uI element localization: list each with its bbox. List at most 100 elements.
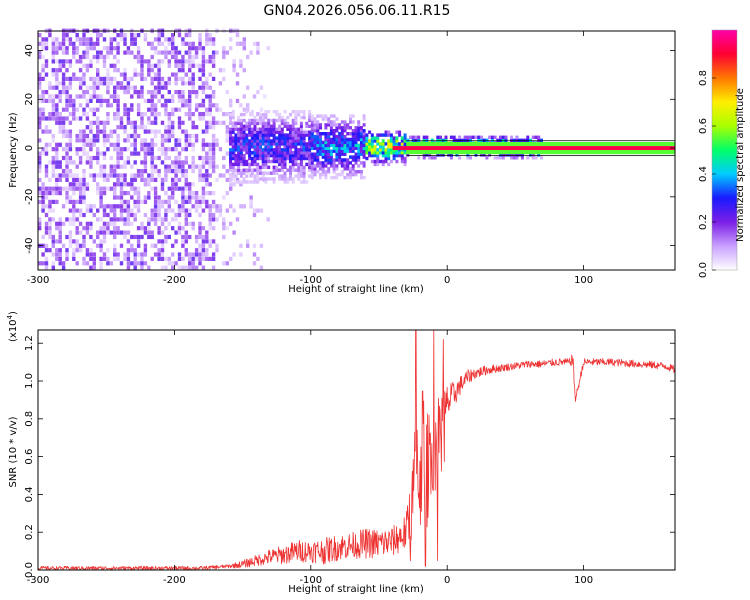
- spectrogram-cell: [58, 226, 62, 231]
- spectrogram-cell: [75, 226, 79, 231]
- spectrogram-cell: [245, 180, 249, 184]
- spectrogram-cell: [256, 130, 260, 134]
- spectrogram-cell: [242, 204, 246, 209]
- spectrogram-cell: [373, 153, 377, 158]
- spectrogram-cell: [51, 164, 55, 169]
- spectrogram-cell: [272, 151, 276, 155]
- spectrogram-cell: [469, 138, 472, 142]
- spectrogram-cell: [198, 248, 202, 253]
- spectrogram-cell: [181, 37, 185, 42]
- spectrogram-cell: [191, 85, 195, 90]
- spectrogram-cell: [167, 116, 171, 121]
- spectrogram-cell: [310, 164, 314, 168]
- spectrogram-cell: [89, 173, 93, 178]
- spectrogram-cell: [164, 208, 168, 213]
- spectrogram-cell: [259, 265, 264, 270]
- spectrogram-cell: [310, 172, 314, 177]
- spectrogram-cell: [58, 252, 62, 257]
- spectrogram-cell: [280, 151, 284, 155]
- spectrogram-cell: [41, 54, 45, 60]
- spectrogram-cell: [201, 173, 206, 178]
- colorbar-gradient: [712, 30, 737, 270]
- spectrogram-cell: [291, 168, 295, 172]
- spectrogram-cell: [229, 148, 232, 152]
- spectrogram-cell: [289, 177, 292, 181]
- spectrogram-cell: [51, 116, 55, 121]
- spectrogram-cell: [167, 81, 171, 86]
- spectrogram-cell: [126, 160, 131, 165]
- spectrogram-cell: [119, 199, 124, 204]
- spectrogram-cell: [313, 129, 317, 133]
- spectrogram-cell: [253, 145, 257, 149]
- spectrogram-cell: [512, 156, 516, 160]
- spectrogram-cell: [164, 129, 168, 134]
- spectrogram-cell: [208, 120, 212, 125]
- spectrogram-cell: [302, 142, 306, 146]
- spectrogram-cell: [140, 72, 144, 77]
- spectrogram-cell: [346, 140, 350, 145]
- spectrogram-cell: [349, 117, 352, 121]
- spectrogram-cell: [246, 107, 250, 112]
- spectrogram-cell: [123, 125, 127, 130]
- spectrogram-cell: [78, 248, 83, 253]
- spectrogram-cell: [324, 137, 328, 142]
- spectrogram-cell: [140, 199, 144, 204]
- spectrogram-cell: [133, 256, 137, 261]
- spectrogram-cell: [229, 112, 232, 117]
- spectrogram-cell: [297, 139, 301, 143]
- spectrogram-cell: [316, 123, 320, 127]
- spectrogram-cell: [177, 68, 182, 73]
- spectrogram-cell: [501, 135, 505, 139]
- spectrogram-cell: [493, 135, 497, 139]
- spectrogram-cell: [136, 94, 141, 99]
- spectrogram-cell: [96, 230, 100, 235]
- spectrogram-cell: [130, 177, 134, 182]
- spectrogram-cell: [126, 252, 131, 257]
- spectrogram-cell: [133, 129, 137, 134]
- spectrogram-cell: [231, 139, 235, 143]
- spectrogram-cell: [194, 208, 199, 213]
- spectrogram-cell: [229, 103, 233, 108]
- spectrogram-cell: [38, 107, 42, 112]
- spectrogram-cell: [198, 195, 202, 200]
- spectrogram-cell: [376, 148, 380, 152]
- spectrogram-cell: [65, 160, 69, 165]
- spectrogram-cell: [211, 94, 216, 99]
- spectrogram-cell: [136, 186, 141, 191]
- spectrogram-cell: [48, 191, 52, 196]
- spectrogram-cell: [346, 126, 350, 130]
- spectrogram-cell: [143, 182, 148, 187]
- spectrogram-cell: [133, 142, 137, 147]
- spectrogram-cell: [329, 126, 333, 130]
- spectrogram-cell: [239, 151, 243, 155]
- spectrogram-cell: [130, 33, 134, 38]
- spectrogram-cell: [234, 162, 238, 167]
- spectrogram-cell: [78, 37, 83, 42]
- spectrogram-cell: [92, 261, 96, 266]
- spectrogram-cell: [248, 139, 252, 143]
- spectrogram-cell: [106, 212, 110, 218]
- spectrogram-cell: [278, 148, 282, 152]
- spectrogram-cell: [92, 265, 96, 270]
- spectrogram-cell: [147, 116, 151, 121]
- spectrogram-cell: [280, 162, 284, 167]
- spectrogram-cell: [41, 151, 45, 156]
- spectrogram-cell: [264, 139, 268, 143]
- spectrogram-cell: [41, 94, 45, 99]
- spectrogram-cell: [335, 126, 339, 130]
- spectrogram-cell: [184, 230, 188, 235]
- spectrogram-cell: [164, 155, 168, 161]
- spectrogram-cell: [308, 115, 312, 120]
- spectrogram-cell: [201, 50, 206, 55]
- spectrogram-cell: [225, 177, 229, 182]
- spectrogram-cell: [235, 72, 240, 77]
- spectrogram-cell: [205, 234, 209, 240]
- spectrogram-cell: [82, 147, 86, 152]
- spectrogram-cell: [61, 243, 66, 248]
- spectrogram-cell: [283, 142, 287, 146]
- spectrogram-cell: [191, 41, 195, 46]
- spectrogram-cell: [113, 129, 117, 134]
- spectrogram-cell: [126, 191, 131, 196]
- spectrogram-cell: [61, 59, 66, 64]
- spectrogram-cell: [143, 199, 148, 204]
